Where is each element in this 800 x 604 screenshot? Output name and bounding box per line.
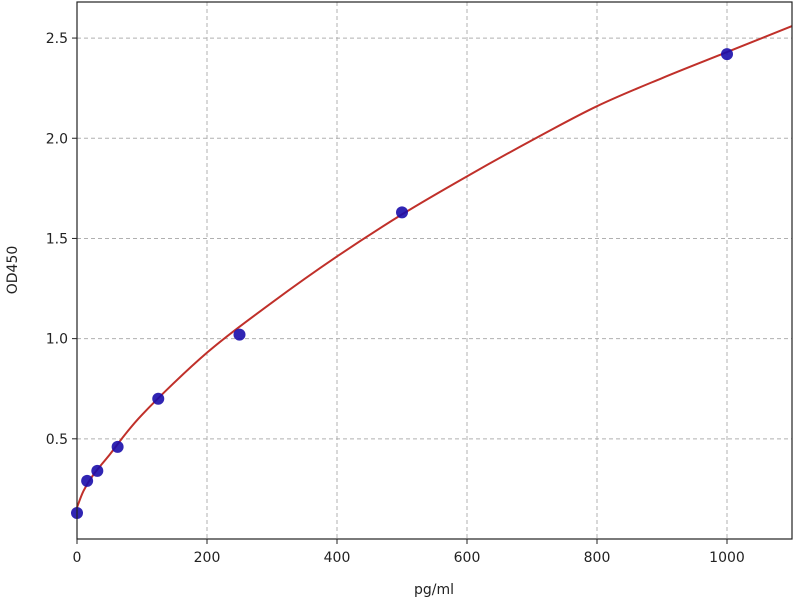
grid — [77, 2, 792, 539]
y-tick-label: 1.5 — [46, 231, 68, 247]
y-tick-label: 2.5 — [46, 31, 68, 47]
x-tick-label: 0 — [73, 550, 82, 566]
y-axis: 0.5 1.0 1.5 2.0 2.5 — [46, 31, 77, 448]
data-points — [71, 48, 733, 519]
y-tick-label: 0.5 — [46, 432, 68, 448]
data-point — [91, 464, 104, 477]
x-tick-label: 1000 — [709, 550, 745, 566]
x-axis-label: pg/ml — [414, 582, 454, 598]
y-axis-label: OD450 — [5, 246, 21, 295]
x-axis: 0 200 400 600 800 1000 — [73, 539, 745, 566]
x-tick-label: 200 — [194, 550, 221, 566]
data-point — [233, 328, 246, 341]
data-point — [721, 48, 733, 61]
x-tick-label: 600 — [454, 550, 481, 566]
fit-curve-line — [76, 25, 793, 508]
x-tick-label: 800 — [584, 550, 611, 566]
data-point — [111, 440, 124, 453]
data-point — [396, 206, 408, 219]
fit-curve-layer — [76, 25, 793, 508]
x-tick-label: 400 — [324, 550, 351, 566]
plot-frame — [76, 1, 793, 540]
data-point — [152, 392, 165, 405]
y-tick-label: 1.0 — [46, 332, 68, 348]
data-point — [81, 474, 94, 487]
y-tick-label: 2.0 — [46, 131, 68, 147]
